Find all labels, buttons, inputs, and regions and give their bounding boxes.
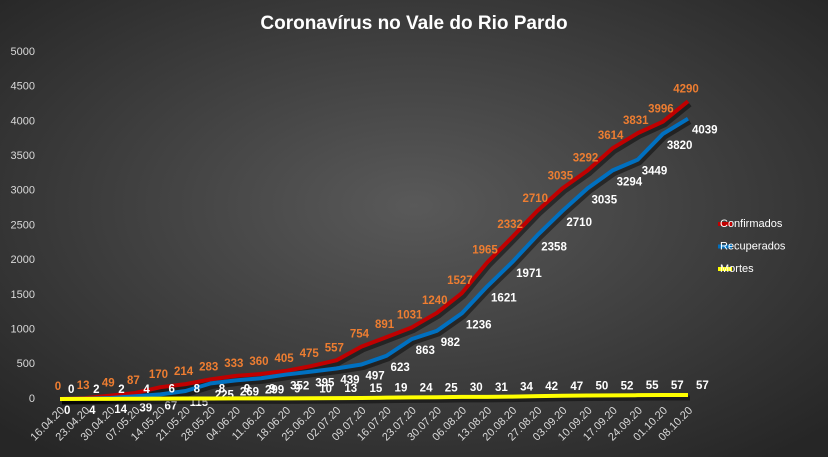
data-label: 6 <box>168 384 174 396</box>
y-tick-label: 3500 <box>11 150 35 162</box>
data-label: 299 <box>265 384 284 396</box>
data-label: 9 <box>269 383 275 395</box>
data-label: 50 <box>596 381 609 393</box>
y-tick-label: 0 <box>29 393 35 405</box>
data-label: 55 <box>646 380 659 392</box>
data-label: 2710 <box>522 193 548 205</box>
data-label: 9 <box>244 383 250 395</box>
y-tick-label: 1500 <box>11 289 35 301</box>
y-tick-label: 5000 <box>11 46 35 58</box>
data-label: 2 <box>93 384 99 396</box>
data-label: 39 <box>139 402 152 414</box>
data-label: 360 <box>249 356 268 368</box>
data-label: 1031 <box>397 309 423 321</box>
data-label: 0 <box>68 384 74 396</box>
series-line <box>59 393 688 401</box>
data-label: 14 <box>114 404 127 416</box>
data-label: 3614 <box>598 130 624 142</box>
data-label: 2710 <box>566 217 592 229</box>
data-label: 67 <box>164 400 177 412</box>
data-label: 1971 <box>516 268 542 280</box>
data-label: 2332 <box>497 219 523 231</box>
data-label: 283 <box>199 361 218 373</box>
data-label: 754 <box>350 329 370 341</box>
data-label: 31 <box>495 382 508 394</box>
data-label: 333 <box>224 358 243 370</box>
data-label: 269 <box>240 386 259 398</box>
data-label: 15 <box>369 383 382 395</box>
data-label: 623 <box>391 362 410 374</box>
y-tick-label: 3000 <box>11 185 35 197</box>
data-label: 24 <box>420 382 433 394</box>
data-label: 1527 <box>447 275 473 287</box>
data-label: 863 <box>416 345 435 357</box>
data-label: 8 <box>194 383 201 395</box>
chart-title: Coronavírus no Vale do Rio Pardo <box>260 13 567 34</box>
data-label: 49 <box>102 378 115 390</box>
data-label: 170 <box>149 369 168 381</box>
data-label: 3294 <box>617 176 643 188</box>
line-shadow <box>61 395 690 405</box>
legend-label: Mortes <box>720 263 754 275</box>
data-label: 1240 <box>422 295 448 307</box>
data-label: 25 <box>445 382 458 394</box>
y-tick-label: 2000 <box>11 254 35 266</box>
data-label: 3035 <box>592 194 618 206</box>
data-label: 42 <box>545 381 558 393</box>
data-label: 34 <box>520 382 533 394</box>
y-tick-label: 2500 <box>11 219 35 231</box>
legend-label: Confirmados <box>720 218 783 230</box>
data-label: 9 <box>294 383 300 395</box>
data-label: 1621 <box>491 293 517 305</box>
data-label: 557 <box>325 342 344 354</box>
data-label: 3996 <box>648 104 674 116</box>
data-label: 3449 <box>642 166 668 178</box>
series-line <box>59 99 690 401</box>
data-label: 982 <box>441 337 460 349</box>
data-label: 0 <box>55 381 61 393</box>
data-label: 352 <box>290 381 309 393</box>
data-label: 475 <box>300 348 320 360</box>
data-label: 891 <box>375 319 395 331</box>
data-label: 4 <box>143 384 150 396</box>
y-tick-label: 4000 <box>11 115 35 127</box>
data-label: 1965 <box>472 245 498 257</box>
data-label: 1236 <box>466 319 492 331</box>
data-label: 3035 <box>548 170 574 182</box>
data-label: 13 <box>344 383 357 395</box>
data-label: 4039 <box>692 125 718 137</box>
data-label: 2 <box>118 384 124 396</box>
data-label: 497 <box>365 371 384 383</box>
y-tick-label: 1000 <box>11 324 35 336</box>
data-label: 57 <box>696 380 709 392</box>
data-label: 4290 <box>673 83 699 95</box>
y-tick-label: 500 <box>17 358 35 370</box>
data-label: 0 <box>64 405 70 417</box>
data-label: 214 <box>174 366 194 378</box>
data-label: 10 <box>319 383 332 395</box>
data-label: 395 <box>315 378 335 390</box>
data-label: 19 <box>395 383 408 395</box>
data-label: 3292 <box>573 153 599 165</box>
line-shadow <box>61 102 692 405</box>
data-label: 47 <box>570 381 583 393</box>
y-tick-label: 4500 <box>11 81 35 93</box>
data-label: 2358 <box>541 241 567 253</box>
data-label: 439 <box>340 375 359 387</box>
data-label: 405 <box>274 353 294 365</box>
data-label: 87 <box>127 375 140 387</box>
data-label: 8 <box>219 383 226 395</box>
data-label: 4 <box>89 405 96 417</box>
data-label: 13 <box>77 380 90 392</box>
data-label: 52 <box>621 380 634 392</box>
legend-label: Recuperados <box>720 240 786 252</box>
data-label: 3831 <box>623 115 649 127</box>
data-label: 3820 <box>667 140 693 152</box>
series-line <box>59 116 690 401</box>
data-label: 30 <box>470 382 483 394</box>
data-label: 57 <box>671 380 684 392</box>
